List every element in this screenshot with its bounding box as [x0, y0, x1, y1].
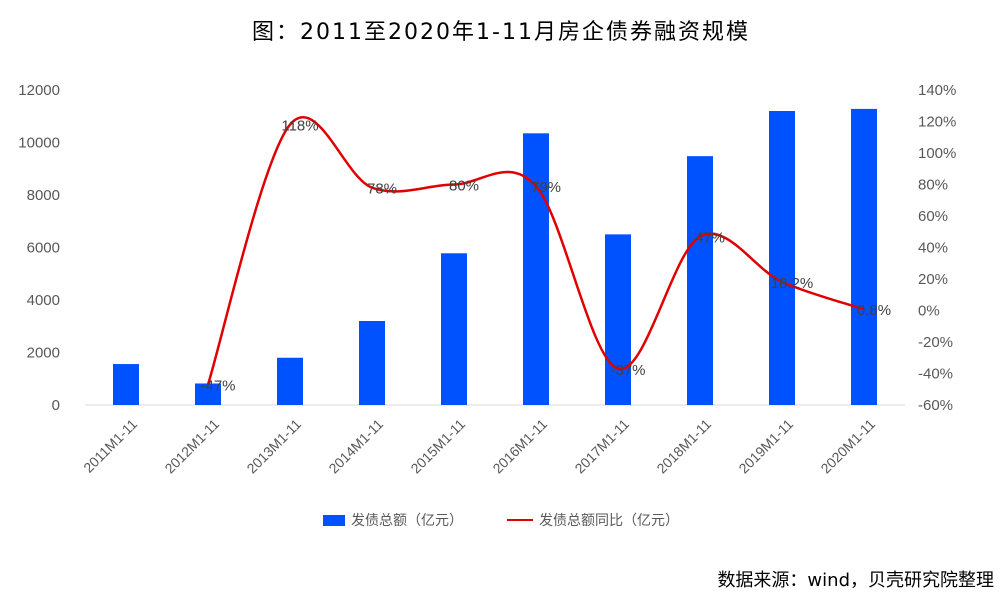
bar	[113, 364, 139, 405]
y-right-tick-label: 100%	[918, 145, 956, 162]
y-right-tick-label: 0%	[918, 303, 940, 320]
yoy-data-label: 78%	[367, 181, 397, 198]
x-tick-label: 2012M1-11	[161, 416, 222, 477]
x-tick-label: 2017M1-11	[571, 416, 632, 477]
x-tick-label: 2014M1-11	[325, 416, 386, 477]
y-left-tick-label: 0	[52, 397, 60, 414]
yoy-data-label: 18.2%	[771, 275, 814, 292]
yoy-line	[206, 115, 865, 385]
x-tick-label: 2015M1-11	[407, 416, 468, 477]
source-note: 数据来源：wind，贝壳研究院整理	[717, 570, 994, 591]
yoy-data-label: -37%	[610, 362, 645, 379]
legend: 发债总额（亿元） 发债总额同比（亿元）	[0, 510, 1002, 530]
y-right-tick-label: 80%	[918, 177, 948, 194]
y-right-tick-label: 40%	[918, 240, 948, 257]
bar	[769, 111, 795, 405]
bar	[687, 156, 713, 405]
y-left-tick-label: 10000	[18, 135, 60, 152]
yoy-data-label: 0.8%	[857, 302, 891, 319]
x-tick-label: 2011M1-11	[80, 416, 140, 476]
yoy-data-label: 80%	[449, 178, 479, 195]
legend-line-label: 发债总额同比（亿元）	[539, 513, 679, 529]
legend-item-line: 发债总额同比（亿元）	[507, 510, 679, 530]
y-left-tick-label: 6000	[27, 240, 60, 257]
yoy-data-label: -47%	[200, 378, 235, 395]
y-left-tick-label: 4000	[27, 292, 60, 309]
x-tick-label: 2016M1-11	[489, 416, 550, 477]
legend-bar-swatch	[323, 514, 345, 526]
x-tick-label: 2018M1-11	[653, 416, 714, 477]
y-left-tick-label: 12000	[18, 82, 60, 99]
legend-line-swatch	[507, 519, 533, 521]
y-left-tick-label: 8000	[27, 187, 60, 204]
x-tick-label: 2013M1-11	[243, 416, 304, 477]
y-right-tick-label: 20%	[918, 271, 948, 288]
y-right-tick-label: 60%	[918, 208, 948, 225]
y-right-tick-label: -20%	[918, 334, 953, 351]
chart-title: 图：2011至2020年1-11月房企债券融资规模	[252, 20, 750, 45]
bar	[851, 108, 877, 406]
bar	[195, 383, 221, 405]
y-right-tick-label: 140%	[918, 82, 956, 99]
x-tick-label: 2020M1-11	[817, 416, 878, 477]
legend-item-bar: 发债总额（亿元）	[323, 510, 463, 530]
bar	[359, 321, 385, 405]
yoy-data-label: 118%	[281, 118, 318, 135]
bar	[277, 357, 303, 405]
yoy-data-label: 79%	[531, 179, 561, 196]
bar	[523, 133, 549, 405]
y-left-tick-label: 2000	[27, 345, 60, 362]
bar	[441, 253, 467, 405]
y-right-tick-label: 120%	[918, 114, 956, 131]
bar	[605, 234, 631, 405]
y-right-tick-label: -40%	[918, 366, 953, 383]
y-right-tick-label: -60%	[918, 397, 953, 414]
yoy-data-label: 47%	[695, 229, 725, 246]
x-tick-label: 2019M1-11	[735, 416, 796, 477]
legend-bar-label: 发债总额（亿元）	[351, 513, 463, 529]
